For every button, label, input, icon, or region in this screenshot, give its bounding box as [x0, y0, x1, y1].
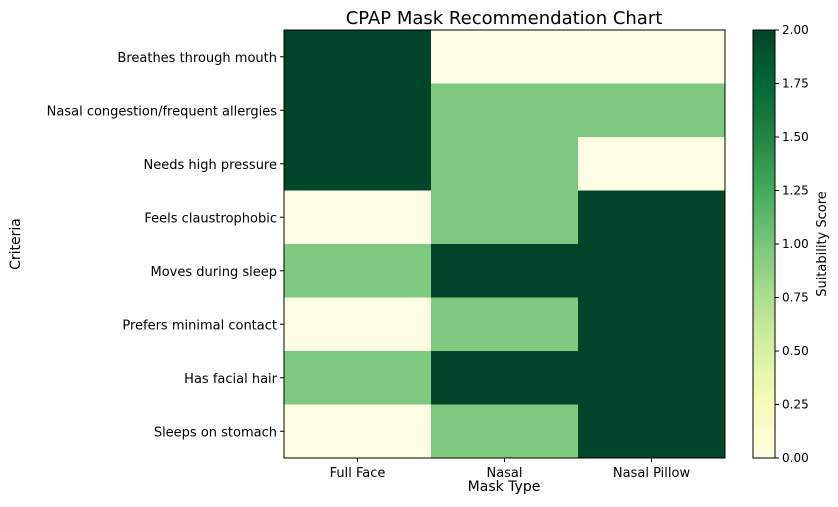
chart-title: CPAP Mask Recommendation Chart [346, 8, 663, 29]
heatmap-cell [578, 137, 726, 191]
heatmap-cell [284, 190, 432, 245]
colorbar-tick-label: 1.25 [782, 184, 809, 198]
colorbar-ticks: 0.00 0.25 0.50 0.75 1.00 1.25 1.50 1.75 2.00 [775, 23, 809, 465]
colorbar-tick-label: 1.75 [782, 77, 809, 91]
plot-frame [283, 29, 726, 459]
heatmap-cell [284, 30, 432, 84]
heatmap-cell [578, 190, 726, 245]
heatmap-cell [284, 137, 432, 191]
colorbar: 0.00 0.25 0.50 0.75 1.00 1.25 1.50 1.75 2.00 Sui… [752, 23, 830, 465]
colorbar-tick-label: 0.75 [782, 291, 809, 305]
colorbar-tick-label: 0.00 [782, 451, 809, 465]
heatmap-cell [284, 244, 432, 298]
colorbar-gradient [752, 29, 776, 459]
heatmap-cell [431, 30, 579, 84]
heatmap-cell [431, 190, 579, 245]
heatmap-cell [284, 297, 432, 352]
heatmap-cell [284, 83, 432, 138]
heatmap-cell [431, 297, 579, 352]
y-tick-label: Sleeps on stomach [154, 425, 277, 440]
y-tick-label: Nasal congestion/frequent allergies [47, 104, 278, 119]
colorbar-tick-label: 0.25 [782, 398, 809, 412]
colorbar-tick-label: 2.00 [782, 23, 809, 37]
colorbar-tick-label: 0.50 [782, 344, 809, 358]
heatmap-cells [284, 30, 726, 459]
colorbar-label: Suitability Score [815, 191, 830, 297]
y-tick-label: Moves during sleep [151, 265, 277, 280]
heatmap-cell [578, 351, 726, 405]
heatmap-cell [431, 351, 579, 405]
x-tick-label: Full Face [330, 466, 386, 481]
x-tick-label: Nasal Pillow [613, 466, 691, 481]
heatmap-cell [578, 297, 726, 352]
heatmap-cell [284, 351, 432, 405]
heatmap-cell [431, 137, 579, 191]
heatmap-cell [284, 404, 432, 459]
heatmap-cell [578, 244, 726, 298]
heatmap-cell [578, 30, 726, 84]
colorbar-tick-label: 1.00 [782, 237, 809, 251]
y-tick-label: Prefers minimal contact [122, 318, 277, 333]
y-axis-label: Criteria [8, 218, 24, 270]
y-tick-label: Has facial hair [184, 372, 277, 387]
heatmap-cell [431, 404, 579, 459]
x-axis-label: Mask Type [468, 479, 541, 495]
heatmap-cell [431, 244, 579, 298]
heatmap-cell [578, 404, 726, 459]
y-tick-label: Needs high pressure [143, 158, 277, 173]
y-axis-ticks: Breathes through mouth Nasal congestion/f… [47, 51, 284, 440]
heatmap-cell [431, 83, 579, 138]
x-tick-label: Nasal [486, 466, 522, 481]
x-axis-ticks: Full Face Nasal Nasal Pillow [330, 458, 691, 481]
y-tick-label: Breathes through mouth [117, 51, 277, 66]
heatmap-cell [578, 83, 726, 138]
colorbar-tick-label: 1.50 [782, 130, 809, 144]
y-tick-label: Feels claustrophobic [144, 211, 277, 226]
